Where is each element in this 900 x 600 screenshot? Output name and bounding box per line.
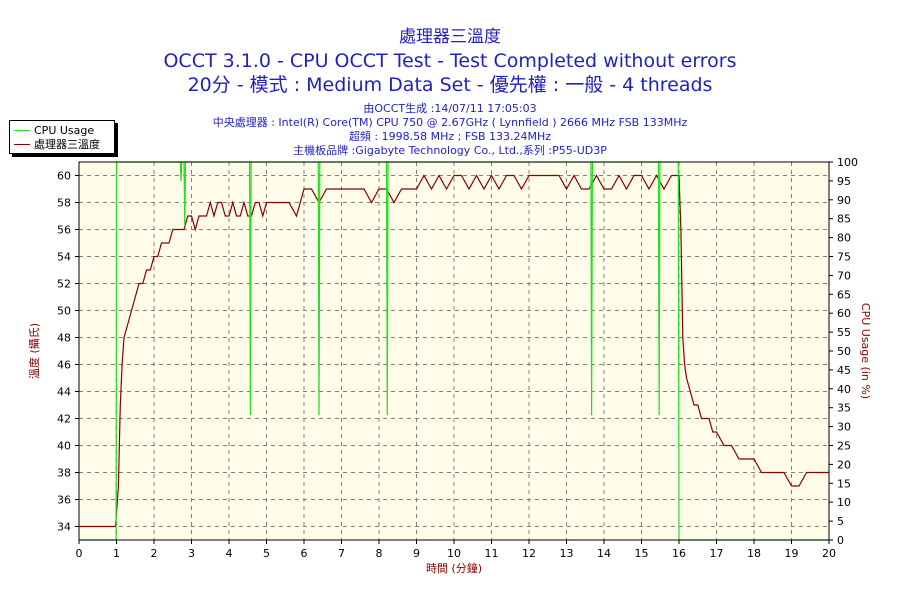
x-tick-label: 8: [376, 547, 383, 560]
y-left-tick-label: 58: [57, 197, 71, 210]
y-right-tick-label: 35: [837, 402, 851, 415]
y-right-tick-label: 45: [837, 364, 851, 377]
x-tick-label: 19: [785, 547, 799, 560]
series-layer: [79, 161, 829, 541]
y-left-tick-label: 48: [57, 332, 71, 345]
y-right-tick-label: 75: [837, 251, 851, 264]
legend-label-temp: 處理器三溫度: [34, 138, 100, 151]
system-info: 由OCCT生成 :14/07/11 17:05:03 中央處理器 : Intel…: [0, 102, 900, 158]
y-left-tick-label: 60: [57, 170, 71, 183]
legend-item-temp: 處理器三溫度: [14, 137, 100, 151]
y-right-tick-label: 90: [837, 194, 851, 207]
y-left-tick-label: 34: [57, 521, 71, 534]
x-tick-label: 2: [151, 547, 158, 560]
y-right-tick-label: 80: [837, 232, 851, 245]
x-tick-label: 6: [301, 547, 308, 560]
chart-subtitle-mode: 20分 - 模式 : Medium Data Set - 優先權 : 一般 - …: [187, 74, 713, 96]
x-tick-label: 14: [597, 547, 611, 560]
y-left-tick-label: 40: [57, 440, 71, 453]
y-left-tick-label: 36: [57, 494, 71, 507]
series-temperature-line: [79, 174, 829, 528]
y-axis-left-label: 溫度 (攝氏): [27, 323, 41, 379]
x-axis-label: 時間 (分鐘): [426, 561, 482, 575]
y-right-tick-label: 60: [837, 307, 851, 320]
series-cpu-usage-line: [79, 161, 829, 541]
info-generated: 由OCCT生成 :14/07/11 17:05:03: [363, 102, 537, 115]
y-left-tick-label: 46: [57, 359, 71, 372]
x-tick-label: 11: [485, 547, 499, 560]
info-board: 主機板品牌 :Gigabyte Technology Co., Ltd.,系列 …: [293, 144, 607, 157]
y-right-tick-label: 70: [837, 269, 851, 282]
y-left-tick-label: 42: [57, 413, 71, 426]
y-left-tick-label: 38: [57, 467, 71, 480]
legend-swatch-cpu-usage: [14, 129, 30, 131]
chart-legend: CPU Usage 處理器三溫度: [9, 120, 115, 154]
x-tick-label: 0: [76, 547, 83, 560]
x-tick-label: 17: [710, 547, 724, 560]
x-tick-label: 1: [113, 547, 120, 560]
y-right-tick-label: 0: [837, 534, 844, 547]
y-right-tick-label: 10: [837, 496, 851, 509]
x-tick-label: 18: [747, 547, 761, 560]
tick-labels: 0 1 2 3 4 5 6 7 8 9 10 11 12 13 14 15 16 17 18 19 2034363840…: [57, 156, 858, 560]
x-tick-label: 3: [188, 547, 195, 560]
x-tick-label: 10: [447, 547, 461, 560]
y-right-tick-label: 15: [837, 477, 851, 490]
x-tick-label: 16: [672, 547, 686, 560]
chart-title: 處理器三溫度: [399, 27, 501, 47]
legend-item-cpu-usage: CPU Usage: [14, 123, 94, 137]
y-right-tick-label: 55: [837, 326, 851, 339]
y-left-tick-label: 56: [57, 224, 71, 237]
y-left-tick-label: 44: [57, 386, 71, 399]
y-right-tick-label: 85: [837, 213, 851, 226]
y-right-tick-label: 100: [837, 156, 858, 169]
legend-label-cpu-usage: CPU Usage: [34, 123, 95, 137]
y-axis-right-label: CPU Usage (in %): [859, 303, 872, 399]
x-tick-label: 5: [263, 547, 270, 560]
info-clock: 超頻 : 1998.58 MHz ; FSB 133.24MHz: [348, 130, 552, 143]
y-right-tick-label: 95: [837, 175, 851, 188]
grid-lines: [79, 162, 829, 540]
y-left-tick-label: 54: [57, 251, 71, 264]
y-right-tick-label: 5: [837, 515, 844, 528]
x-tick-label: 7: [338, 547, 345, 560]
x-tick-label: 12: [522, 547, 536, 560]
y-left-tick-label: 52: [57, 278, 71, 291]
y-right-tick-label: 50: [837, 345, 851, 358]
y-right-tick-label: 30: [837, 421, 851, 434]
y-right-tick-label: 20: [837, 458, 851, 471]
y-right-tick-label: 40: [837, 383, 851, 396]
chart-title-block: 處理器三溫度 OCCT 3.1.0 - CPU OCCT Test - Test…: [0, 26, 900, 97]
y-right-tick-label: 65: [837, 288, 851, 301]
info-cpu: 中央處理器 : Intel(R) Core(TM) CPU 750 @ 2.67…: [212, 116, 688, 129]
chart-subtitle-test: OCCT 3.1.0 - CPU OCCT Test - Test Comple…: [163, 50, 737, 72]
x-tick-label: 20: [822, 547, 836, 560]
legend-swatch-temp: [14, 143, 30, 145]
x-tick-label: 9: [413, 547, 420, 560]
x-tick-label: 4: [226, 547, 233, 560]
y-left-tick-label: 50: [57, 305, 71, 318]
y-right-tick-label: 25: [837, 440, 851, 453]
x-tick-label: 13: [560, 547, 574, 560]
x-tick-label: 15: [635, 547, 649, 560]
